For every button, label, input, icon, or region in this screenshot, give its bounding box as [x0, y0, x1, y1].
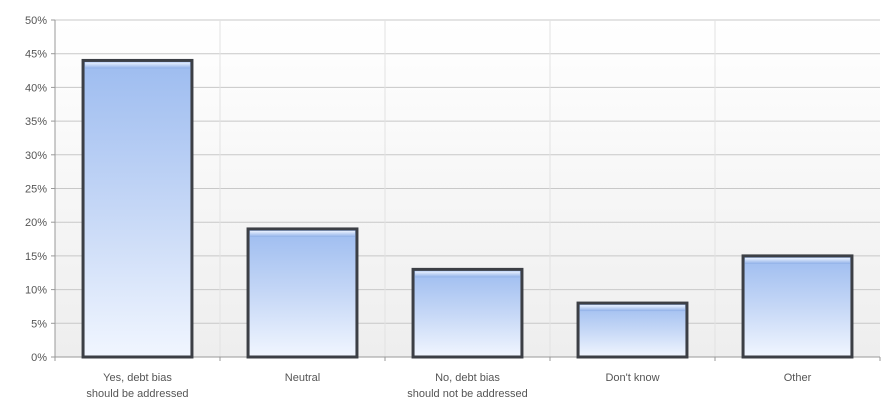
bar-top-bevel [250, 230, 355, 237]
y-tick-label: 10% [25, 285, 47, 297]
bar [246, 227, 359, 359]
bar-body [81, 58, 194, 359]
bar-body [411, 267, 524, 359]
x-category-label: Neutral [285, 372, 320, 384]
bars [81, 58, 854, 359]
x-category-label: Don't know [605, 372, 659, 384]
x-category-label: Other [784, 372, 812, 384]
x-category-label: No, debt bias should not be addressed [407, 372, 527, 400]
y-tick-label: 5% [31, 318, 47, 330]
y-tick-label: 30% [25, 150, 47, 162]
bar [741, 254, 854, 359]
bar-body [576, 301, 689, 359]
y-tick-label: 25% [25, 184, 47, 196]
y-tick-label: 0% [31, 352, 47, 364]
y-tick-label: 15% [25, 251, 47, 263]
bar [411, 267, 524, 359]
bar-body [741, 254, 854, 359]
bar-top-bevel [580, 305, 685, 312]
y-tick-label: 45% [25, 49, 47, 61]
y-tick-label: 50% [25, 15, 47, 27]
bar-top-bevel [415, 271, 520, 278]
y-tick-label: 35% [25, 116, 47, 128]
x-axis-category-labels: Yes, debt bias should be addressed Neutral… [86, 372, 811, 400]
bar-body [246, 227, 359, 359]
y-axis-tick-labels: 0% 5% 10% 15% 20% 25% 30% 35% 40% 45% 50% [25, 15, 47, 364]
bar [576, 301, 689, 359]
y-tick-label: 40% [25, 82, 47, 94]
bar [81, 58, 194, 359]
bar-top-bevel [85, 62, 190, 69]
y-tick-label: 20% [25, 217, 47, 229]
bar-top-bevel [745, 257, 850, 264]
x-category-label: Yes, debt bias should be addressed [86, 372, 188, 400]
